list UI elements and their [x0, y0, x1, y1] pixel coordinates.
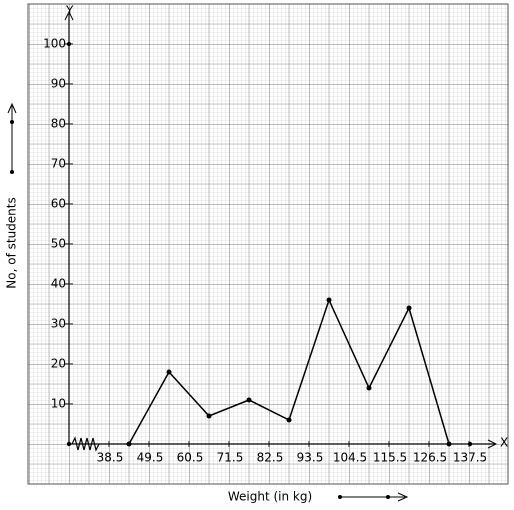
grid-border: [27, 3, 509, 485]
data-point: [446, 441, 452, 447]
y-title-arrow: [7, 102, 17, 174]
x-tick-label: 126.5: [413, 451, 447, 465]
y-tick-label: 80: [51, 117, 66, 131]
x-axis-name: X: [500, 436, 508, 450]
data-point: [166, 369, 172, 375]
x-tick-label: 137.5: [453, 451, 487, 465]
x-arrow: [487, 439, 498, 449]
y-arrow: [64, 10, 74, 21]
data-point: [286, 417, 292, 423]
y-axis-name: Y: [65, 4, 74, 18]
data-point: [326, 297, 332, 303]
axis-break: [71, 436, 100, 452]
y-tick-label: 60: [51, 197, 66, 211]
x-tick-label: 71.5: [217, 451, 244, 465]
x-tick-label: 60.5: [177, 451, 204, 465]
y-tick-label: 50: [51, 237, 66, 251]
y-tick-label: 90: [51, 77, 66, 91]
y-tick-label: 20: [51, 357, 66, 371]
x-tick-label: 49.5: [137, 451, 164, 465]
x-tick-label: 93.5: [297, 451, 324, 465]
data-point: [366, 385, 372, 391]
origin-dot: [66, 441, 72, 447]
axis-dot: [467, 441, 473, 447]
y-tick-label: 70: [51, 157, 66, 171]
y-tick-label: 40: [51, 277, 66, 291]
data-point: [206, 413, 212, 419]
data-point: [246, 397, 252, 403]
x-title-arrow: [338, 492, 409, 502]
data-point: [406, 305, 412, 311]
y-tick-label: 100: [43, 37, 66, 51]
y-tick-label: 30: [51, 317, 66, 331]
x-tick-label: 115.5: [373, 451, 407, 465]
data-point: [126, 441, 132, 447]
x-tick-label: 38.5: [97, 451, 124, 465]
y-axis-title: No, of students: [5, 197, 19, 288]
x-tick-label: 82.5: [257, 451, 284, 465]
major-grid: [28, 4, 508, 484]
y-tick-label: 10: [51, 397, 66, 411]
x-tick-label: 104.5: [333, 451, 367, 465]
x-axis-title: Weight (in kg): [228, 490, 312, 504]
